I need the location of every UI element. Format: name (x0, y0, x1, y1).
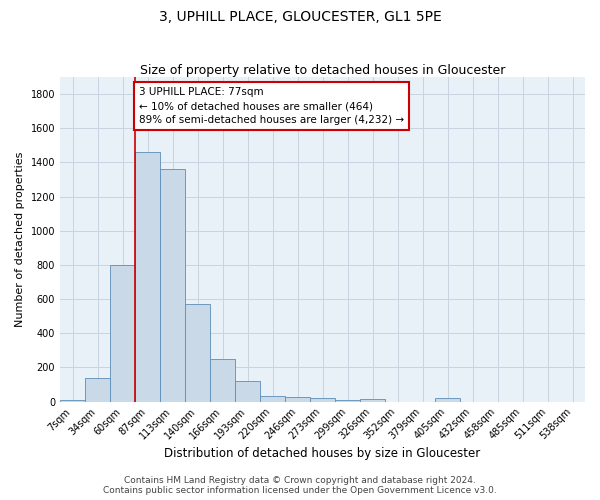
Bar (160, 170, 185, 402)
Bar (60, 400, 85, 402)
Y-axis label: Number of detached properties: Number of detached properties (15, 152, 25, 327)
Bar (335, 400, 360, 402)
Bar (185, 304, 210, 402)
X-axis label: Distribution of detached houses by size in Gloucester: Distribution of detached houses by size … (164, 447, 481, 460)
Title: Size of property relative to detached houses in Gloucester: Size of property relative to detached ho… (140, 64, 505, 77)
Bar (260, 396, 285, 402)
Text: Contains HM Land Registry data © Crown copyright and database right 2024.
Contai: Contains HM Land Registry data © Crown c… (103, 476, 497, 495)
Bar (435, 398, 460, 402)
Bar (210, 359, 235, 402)
Bar (85, 378, 110, 402)
Text: 3 UPHILL PLACE: 77sqm
← 10% of detached houses are smaller (464)
89% of semi-det: 3 UPHILL PLACE: 77sqm ← 10% of detached … (139, 88, 404, 126)
Bar (110, 265, 135, 402)
Bar (360, 399, 385, 402)
Bar (135, 152, 160, 402)
Bar (235, 381, 260, 402)
Bar (310, 398, 335, 402)
Bar (285, 398, 310, 402)
Text: 3, UPHILL PLACE, GLOUCESTER, GL1 5PE: 3, UPHILL PLACE, GLOUCESTER, GL1 5PE (158, 10, 442, 24)
